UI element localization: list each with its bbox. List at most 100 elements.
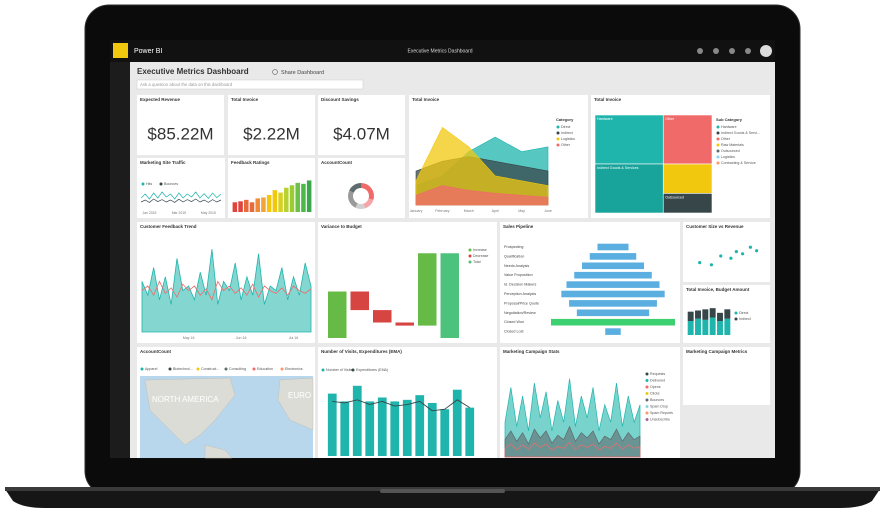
- legend-swatch: [141, 182, 145, 186]
- scatter-point: [755, 249, 759, 253]
- funnel-bar: [561, 290, 665, 298]
- bar: [402, 399, 412, 456]
- legend-swatch: [168, 367, 172, 371]
- treemap-block: [662, 163, 713, 194]
- stacked-bar: [695, 310, 701, 319]
- bar: [238, 201, 243, 212]
- treemap-block: [594, 163, 664, 214]
- legend-label: Delivered: [650, 378, 665, 382]
- bar: [427, 402, 437, 456]
- top-bar: [110, 40, 775, 62]
- area: [415, 185, 549, 206]
- bar: [284, 187, 289, 212]
- bar: [232, 202, 238, 212]
- laptop-base: [5, 489, 880, 508]
- legend-swatch: [468, 254, 472, 258]
- settings-icon[interactable]: [697, 48, 703, 54]
- legend-label: Outsourced: [721, 149, 740, 153]
- legend-label: Other: [721, 137, 731, 141]
- legend-swatch: [556, 131, 560, 135]
- funnel-bar: [574, 271, 652, 279]
- tile-title: Customer Size vs Revenue: [686, 224, 744, 229]
- treemap-block: [594, 114, 664, 165]
- stage-label: Proposal/Price Quote: [504, 301, 539, 305]
- stage-label: Qualification: [504, 254, 524, 258]
- legend-swatch: [556, 143, 560, 147]
- legend-label: Hardware: [721, 125, 737, 129]
- tile-title: Marketing Campaign Stats: [503, 349, 560, 354]
- scatter-point: [719, 254, 723, 258]
- scatter-point: [709, 263, 714, 267]
- stage-label: Closed Lost: [504, 330, 523, 334]
- stage-label: Needs Analysis: [504, 264, 529, 268]
- tile-title: Sales Pipeline: [503, 224, 534, 229]
- x-tick-label: Jan 2015: [142, 211, 156, 215]
- legend-swatch: [716, 143, 720, 147]
- legend-swatch: [645, 418, 649, 421]
- tile-title: AccountCount: [140, 349, 171, 354]
- stage-label: Perception Analysis: [504, 292, 536, 296]
- bar: [272, 190, 278, 212]
- x-tick-label: May 2015: [201, 211, 216, 215]
- scatter-point: [734, 250, 738, 254]
- share-icon[interactable]: [272, 69, 278, 75]
- map-label: NORTH AMERICA: [152, 395, 219, 404]
- stacked-bar: [702, 319, 709, 335]
- stage-label: Id. Decision Makers: [504, 283, 537, 287]
- legend-swatch: [645, 379, 649, 382]
- treemap-label: Other: [665, 117, 675, 121]
- share-button[interactable]: Share Dashboard: [281, 70, 324, 76]
- tile-title: Marketing Site Traffic: [140, 160, 186, 165]
- laptop-notch: [380, 489, 505, 493]
- profile-icon[interactable]: [760, 45, 772, 57]
- brand: Power BI: [134, 48, 162, 55]
- legend-label: Unsubscribe: [650, 417, 670, 421]
- legend-label: Direct: [561, 125, 570, 129]
- bar: [255, 198, 260, 212]
- legend-swatch: [734, 317, 738, 321]
- funnel-bar: [566, 281, 660, 288]
- legend-swatch: [716, 161, 720, 165]
- legend-label: Bounces: [650, 398, 664, 402]
- tile-title: Variance to Budget: [321, 224, 362, 229]
- x-tick-label: April: [492, 209, 499, 213]
- legend-swatch: [645, 398, 649, 402]
- legend-label: Education: [257, 367, 273, 371]
- waterfall-bar: [395, 322, 414, 326]
- tile-title: Total Invoice: [412, 97, 440, 102]
- bar: [352, 385, 362, 456]
- x-tick-label: March: [464, 209, 474, 213]
- legend-label: Logistics: [561, 137, 575, 141]
- bar: [261, 197, 266, 212]
- legend-label: Raw Materials: [721, 143, 744, 147]
- help-icon[interactable]: [729, 48, 735, 54]
- legend-label: Requests: [650, 372, 665, 376]
- app-menu-button[interactable]: [113, 43, 128, 58]
- stacked-bar: [695, 318, 701, 335]
- line: [140, 191, 222, 200]
- download-icon[interactable]: [713, 48, 719, 54]
- feedback-icon[interactable]: [745, 48, 751, 54]
- bar: [249, 202, 255, 212]
- bar: [278, 192, 283, 212]
- x-tick-label: Jun 16: [236, 336, 247, 340]
- x-tick-label: May 16: [183, 336, 195, 340]
- bar: [390, 401, 400, 456]
- funnel-bar: [605, 328, 621, 335]
- funnel-bar: [589, 253, 637, 260]
- tile-title: Total Invoice: [231, 97, 259, 102]
- card-value: $2.22M: [243, 124, 300, 143]
- legend-swatch: [716, 137, 720, 141]
- qa-box[interactable]: [136, 79, 364, 90]
- funnel-bar: [551, 318, 675, 326]
- waterfall-bar: [328, 291, 347, 338]
- legend-title: Sub Category: [716, 117, 743, 122]
- qa-placeholder: Ask a question about the data on this da…: [140, 82, 233, 87]
- legend-label: Indirect: [739, 317, 751, 321]
- tile-title: Feedback Ratings: [231, 160, 270, 165]
- donut-slice: [355, 203, 366, 210]
- legend-swatch: [224, 367, 228, 371]
- x-tick-label: June: [544, 209, 552, 213]
- bar: [266, 195, 272, 212]
